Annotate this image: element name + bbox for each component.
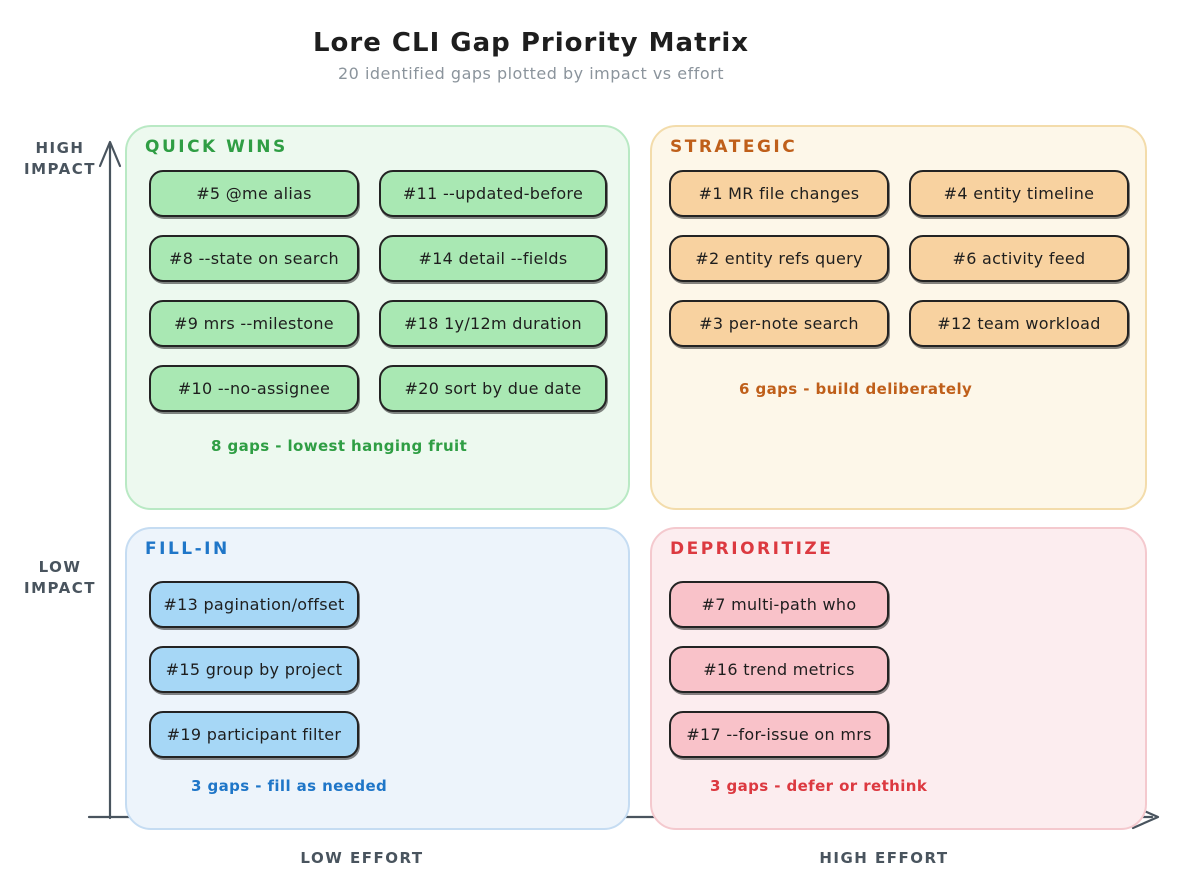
gap-item: #10 --no-assignee [149,365,359,412]
gap-item: #8 --state on search [149,235,359,282]
quadrant-footer: 8 gaps - lowest hanging fruit [211,437,468,455]
y-axis-arrow-icon [98,140,122,820]
y-axis-low-label: LOW IMPACT [24,558,96,597]
page-subtitle: 20 identified gaps plotted by impact vs … [338,64,724,83]
quadrant-quick-wins: QUICK WINS #5 @me alias #11 --updated-be… [125,125,630,510]
quadrant-strategic: STRATEGIC #1 MR file changes #4 entity t… [650,125,1147,510]
quadrant-title: FILL-IN [145,539,230,559]
gap-item: #14 detail --fields [379,235,607,282]
gap-item: #18 1y/12m duration [379,300,607,347]
gap-item: #3 per-note search [669,300,889,347]
gap-item: #13 pagination/offset [149,581,359,628]
quadrant-title: STRATEGIC [670,137,798,157]
gap-item: #20 sort by due date [379,365,607,412]
gap-item: #9 mrs --milestone [149,300,359,347]
gap-item: #15 group by project [149,646,359,693]
gap-item: #2 entity refs query [669,235,889,282]
quadrant-footer: 6 gaps - build deliberately [739,380,973,398]
gap-item: #4 entity timeline [909,170,1129,217]
page-title: Lore CLI Gap Priority Matrix [312,28,750,58]
x-axis-low-label: LOW EFFORT [300,849,424,867]
quadrant-footer: 3 gaps - fill as needed [191,777,388,795]
pill-grid: #1 MR file changes #4 entity timeline #2… [669,170,1129,347]
quadrant-title: QUICK WINS [145,137,288,157]
gap-item: #16 trend metrics [669,646,889,693]
gap-item: #5 @me alias [149,170,359,217]
y-axis-high-label: HIGH IMPACT [24,139,96,178]
quadrant-footer: 3 gaps - defer or rethink [710,777,928,795]
quadrant-fill-in: FILL-IN #13 pagination/offset #15 group … [125,527,630,830]
gap-item: #7 multi-path who [669,581,889,628]
pill-grid: #13 pagination/offset #15 group by proje… [149,581,359,758]
pill-grid: #5 @me alias #11 --updated-before #8 --s… [149,170,607,412]
gap-item: #17 --for-issue on mrs [669,711,889,758]
x-axis-high-label: HIGH EFFORT [819,849,949,867]
pill-grid: #7 multi-path who #16 trend metrics #17 … [669,581,889,758]
gap-item: #19 participant filter [149,711,359,758]
quadrant-title: DEPRIORITIZE [670,539,834,559]
gap-item: #12 team workload [909,300,1129,347]
gap-item: #1 MR file changes [669,170,889,217]
gap-item: #11 --updated-before [379,170,607,217]
quadrant-deprioritize: DEPRIORITIZE #7 multi-path who #16 trend… [650,527,1147,830]
gap-item: #6 activity feed [909,235,1129,282]
